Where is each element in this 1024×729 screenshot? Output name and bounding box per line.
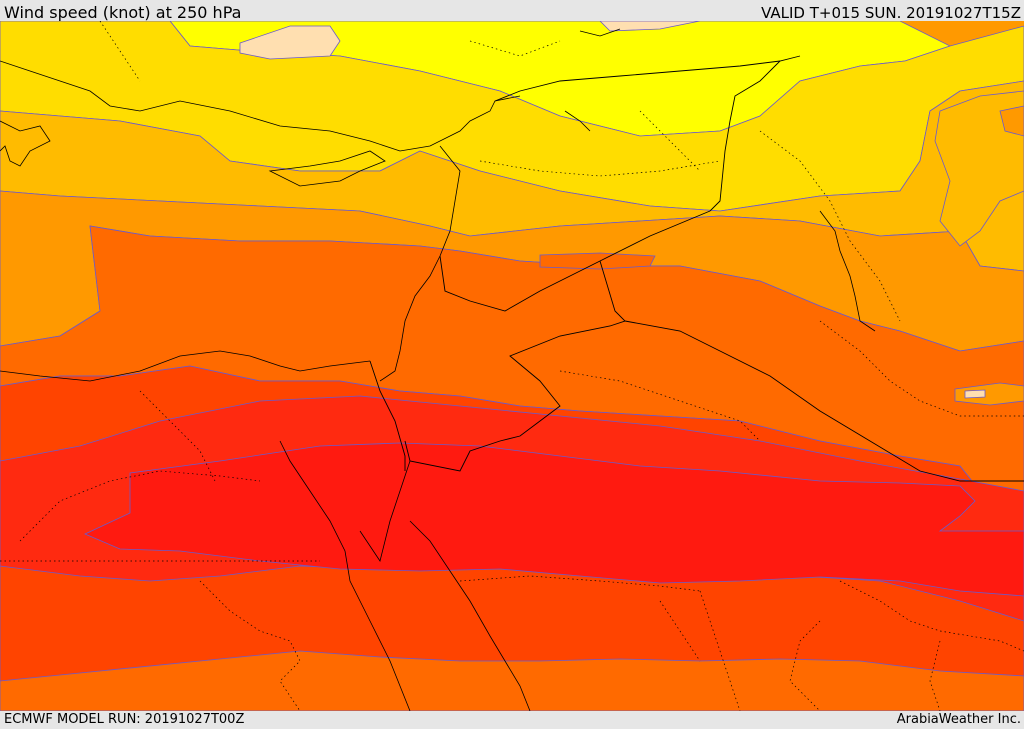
valid-time-label: VALID T+015 SUN. 20191027T15Z <box>761 4 1021 22</box>
wind-band-core <box>84 442 1024 597</box>
credit-label: ArabiaWeather Inc. <box>896 712 1021 727</box>
wind-patch-pale <box>239 25 341 60</box>
wind-speed-map <box>0 21 1024 711</box>
country-borders <box>369 55 1024 482</box>
wind-patch-3 <box>964 389 986 399</box>
model-run-label: ECMWF MODEL RUN: 20191027T00Z <box>4 712 245 727</box>
province-borders <box>0 21 1024 711</box>
coastlines <box>0 28 876 711</box>
wind-patch-orange-east <box>999 105 1024 137</box>
map-footer: ECMWF MODEL RUN: 20191027T00Z ArabiaWeat… <box>0 712 1024 729</box>
wind-patch-2 <box>954 382 1024 406</box>
wind-patch-1 <box>539 252 656 270</box>
wind-patch-amber-east <box>934 90 1024 247</box>
wind-patch-pale-2 <box>599 21 701 32</box>
map-title: Wind speed (knot) at 250 hPa <box>4 3 242 22</box>
map-header: Wind speed (knot) at 250 hPa VALID T+015… <box>0 3 1024 23</box>
wind-band-bottom <box>0 650 1024 711</box>
